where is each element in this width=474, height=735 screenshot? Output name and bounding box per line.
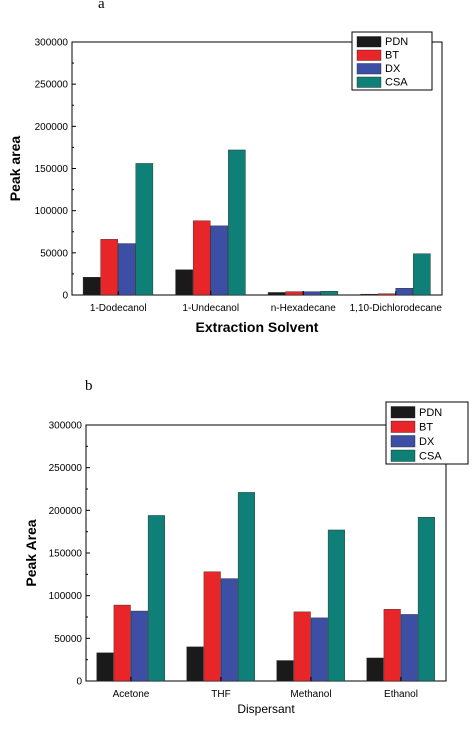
- chart-b-bar-csa: [417, 516, 435, 682]
- chart-b-y-tick-label: 250000: [49, 463, 83, 474]
- chart-a-bar-csa: [413, 253, 431, 296]
- panel-b-letter: b: [85, 378, 93, 394]
- chart-b-bar-csa: [147, 515, 165, 682]
- chart-a-bar-dx: [210, 225, 229, 296]
- chart-a-y-tick-label: 100000: [35, 206, 69, 217]
- chart-b-bar-dx: [220, 578, 238, 682]
- chart-b-legend-label-dx: DX: [419, 436, 435, 448]
- chart-a-legend-swatch-dx: [356, 63, 382, 75]
- chart-b-category-label: Ethanol: [384, 689, 418, 700]
- chart-b-y-tick-label: 50000: [54, 634, 82, 645]
- chart-b-bar-pdn: [276, 660, 294, 682]
- chart-a-bar-pdn: [267, 292, 286, 296]
- chart-a-legend-swatch-bt: [356, 49, 382, 61]
- chart-a-legend-label-pdn: PDN: [385, 36, 408, 48]
- chart-b-category-label: Acetone: [113, 689, 150, 700]
- chart-a-legend-label-dx: DX: [385, 63, 401, 75]
- chart-a-bar-dx: [118, 243, 136, 296]
- chart-b-bar-dx: [400, 614, 418, 682]
- chart-b-category-label: THF: [211, 689, 230, 700]
- chart-a-bar-dx: [395, 288, 414, 296]
- chart-a-bar-bt: [100, 239, 118, 296]
- chart-a-y-tick-label: 50000: [40, 248, 68, 259]
- chart-b-y-tick-label: 200000: [49, 506, 83, 517]
- chart-b-y-tick-label: 300000: [49, 421, 83, 432]
- chart-a-bar-bt: [192, 220, 211, 296]
- chart-a-bar-csa: [228, 149, 246, 296]
- chart-a-bar-pdn: [175, 269, 193, 296]
- chart-a-y-tick-label: 0: [62, 291, 68, 302]
- chart-b-x-axis-title: Dispersant: [237, 702, 295, 716]
- chart-a-category-label: 1,10-Dichlorodecane: [350, 303, 443, 314]
- chart-a-legend-label-csa: CSA: [385, 77, 408, 89]
- chart-b-y-tick-label: 100000: [49, 591, 83, 602]
- chart-a-category-label: 1-Undecanol: [182, 303, 239, 314]
- chart-b-bar-csa: [327, 529, 345, 682]
- chart-a-bar-csa: [135, 163, 154, 296]
- chart-b-legend-label-pdn: PDN: [419, 407, 442, 419]
- chart-b: 0 50000 100000 150000 200000 250000 300000 Acet…: [23, 401, 469, 716]
- chart-b-bar-bt: [293, 611, 311, 682]
- chart-b-y-tick-label: 0: [76, 677, 82, 688]
- chart-a-category-label: 1-Dodecanol: [90, 303, 147, 314]
- chart-b-legend-swatch-csa: [390, 449, 416, 462]
- chart-b-legend-swatch-pdn: [390, 406, 416, 419]
- chart-a-category-label: n-Hexadecane: [271, 303, 336, 314]
- chart-b-bar-bt: [383, 609, 401, 682]
- chart-a-bar-pdn: [360, 293, 378, 296]
- chart-b-legend-swatch-dx: [390, 435, 416, 448]
- chart-a-bar-pdn: [82, 277, 101, 296]
- chart-a-y-tick-label: 300000: [35, 38, 69, 49]
- chart-b-bar-csa: [237, 492, 255, 682]
- chart-b-bar-dx: [310, 617, 328, 682]
- chart-b-legend-swatch-bt: [390, 420, 416, 433]
- chart-a-bar-dx: [303, 291, 321, 296]
- chart-a: 0 50000 100000 150000 200000 250000 300000 1-Do…: [7, 31, 443, 335]
- chart-b-y-tick-label: 150000: [49, 549, 83, 560]
- chart-b-bar-pdn: [186, 646, 204, 682]
- chart-a-x-axis-title: Extraction Solvent: [196, 319, 319, 335]
- chart-b-category-label: Methanol: [290, 689, 331, 700]
- chart-a-bar-csa: [320, 291, 339, 296]
- chart-b-bar-bt: [203, 571, 221, 682]
- chart-a-legend-swatch-csa: [356, 76, 382, 88]
- chart-a-legend-label-bt: BT: [385, 50, 399, 62]
- chart-a-y-tick-label: 200000: [35, 122, 69, 133]
- chart-b-bar-pdn: [366, 657, 384, 682]
- chart-a-y-tick-label: 150000: [35, 164, 69, 175]
- chart-a-bar-bt: [377, 293, 396, 296]
- chart-a-legend-swatch-pdn: [356, 36, 382, 48]
- chart-b-bar-bt: [113, 604, 131, 682]
- chart-a-bar-bt: [285, 291, 303, 296]
- chart-b-bar-dx: [130, 610, 148, 682]
- chart-a-y-axis-title: Peak area: [7, 136, 23, 202]
- chart-b-bar-pdn: [96, 652, 114, 682]
- chart-b-y-axis-title: Peak Area: [23, 519, 39, 586]
- chart-a-y-tick-label: 250000: [35, 80, 69, 91]
- panel-a-letter: a: [98, 0, 105, 12]
- chart-b-legend-label-csa: CSA: [419, 451, 442, 463]
- chart-b-legend-label-bt: BT: [419, 422, 433, 434]
